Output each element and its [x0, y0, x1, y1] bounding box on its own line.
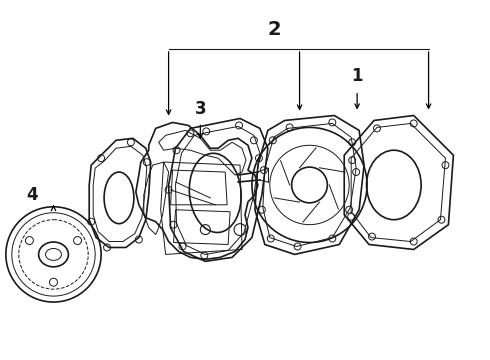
Text: 4: 4 — [26, 186, 37, 204]
Text: 1: 1 — [351, 67, 363, 85]
Text: 2: 2 — [268, 20, 282, 39]
Text: 3: 3 — [195, 100, 206, 118]
